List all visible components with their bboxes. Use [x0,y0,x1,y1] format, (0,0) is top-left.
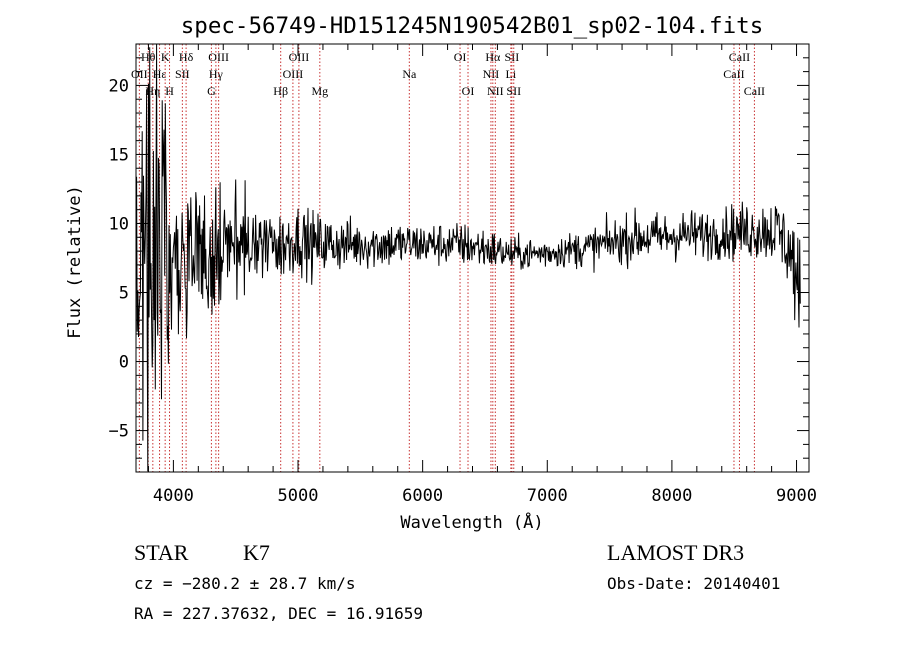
spectral-line-label: CaII [723,67,744,81]
spectral-line-label: NII [487,84,504,98]
spectral-line-label: G [207,84,216,98]
spectral-line-label: Hε [153,67,167,81]
spectral-line-label: SII [175,67,190,81]
spectral-line-label: NII [483,67,500,81]
chart-title: spec-56749-HD151245N190542B01_sp02-104.f… [181,13,763,39]
y-tick-label: 15 [109,145,129,165]
sky-coordinates: RA = 227.37632, DEC = 16.91659 [134,604,423,623]
spectral-line-label: Hδ [179,50,194,64]
spectrum-series [135,43,801,472]
x-axis-label: Wavelength (Å) [400,511,543,533]
spectral-line-label: CaII [744,84,765,98]
spectral-line-label: Li [506,67,517,81]
x-tick-label: 5000 [278,486,319,506]
spectral-line-label: OIII [289,50,310,64]
spectral-line-label: H [165,84,174,98]
y-tick-label: 20 [109,76,129,96]
spectral-line-label: Hη [145,84,160,98]
spectral-line-label: Hθ [141,50,156,64]
y-tick-label: −5 [109,422,129,442]
spectral-line-label: Mg [311,84,328,98]
spectral-line-label: OIII [208,50,229,64]
spectral-line-label: CaII [729,50,750,64]
y-tick-label: 5 [119,284,129,304]
spectral-line-label: Na [402,67,417,81]
x-tick-label: 6000 [402,486,443,506]
object-class: STAR [134,540,189,565]
x-tick-label: 4000 [153,486,194,506]
spectral-line-label: K [161,50,170,64]
y-tick-label: 10 [109,214,129,234]
spectral-line-label: OIII [283,67,304,81]
x-tick-label: 7000 [527,486,568,506]
spectral-line-label: OI [462,84,475,98]
observation-date: Obs-Date: 20140401 [607,574,781,593]
survey-name: LAMOST DR3 [607,540,745,565]
spectral-line-label: OI [454,50,467,64]
object-subclass: K7 [243,540,270,565]
spectral-line-label: Hβ [273,84,288,98]
x-tick-label: 8000 [651,486,692,506]
spectral-line-label: OII [131,67,148,81]
x-tick-label: 9000 [776,486,817,506]
spectral-line-label: Hγ [209,67,224,81]
spectral-line-label: Hα [485,50,501,64]
spectral-line-label: SII [505,50,520,64]
redshift-velocity: cz = −280.2 ± 28.7 km/s [134,574,356,593]
y-axis-label: Flux (relative) [65,185,85,339]
y-tick-label: 0 [119,353,129,373]
spectral-line-label: SII [506,84,521,98]
